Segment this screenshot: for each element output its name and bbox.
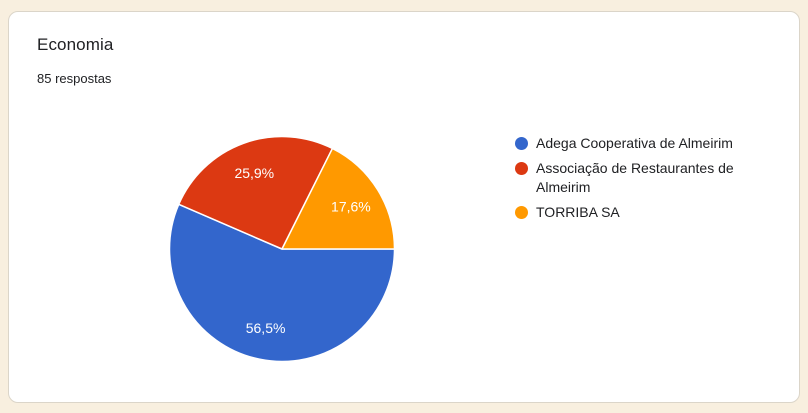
chart-legend: Adega Cooperativa de Almeirim Associação …	[515, 134, 777, 228]
pie-slice-2[interactable]	[178, 135, 334, 250]
pie-slice-label: 17,6%	[331, 198, 371, 214]
legend-item-label: Adega Cooperativa de Almeirim	[536, 135, 733, 151]
legend-item-label: TORRIBA SA	[536, 204, 620, 220]
pie-chart: 56,5% 25,9% 17,6%	[168, 135, 396, 363]
legend-item: Adega Cooperativa de Almeirim	[515, 134, 777, 153]
legend-item: TORRIBA SA	[515, 203, 777, 222]
legend-swatch-icon	[515, 162, 528, 175]
question-summary-card: Economia 85 respostas 56,5% 25,9% 17,6% Ad…	[8, 11, 800, 403]
question-title: Economia	[37, 35, 114, 54]
pie-slice-3[interactable]	[281, 147, 396, 250]
legend-item: Associação de Restaurantes de Almeirim	[515, 159, 777, 197]
legend-swatch-icon	[515, 206, 528, 219]
legend-swatch-icon	[515, 137, 528, 150]
response-count: 85 respostas	[37, 71, 112, 86]
pie-slice-1[interactable]	[168, 203, 396, 363]
legend-item-label: Associação de Restaurantes de Almeirim	[536, 160, 734, 195]
pie-slice-label: 56,5%	[246, 320, 286, 336]
pie-slice-label: 25,9%	[234, 165, 274, 181]
